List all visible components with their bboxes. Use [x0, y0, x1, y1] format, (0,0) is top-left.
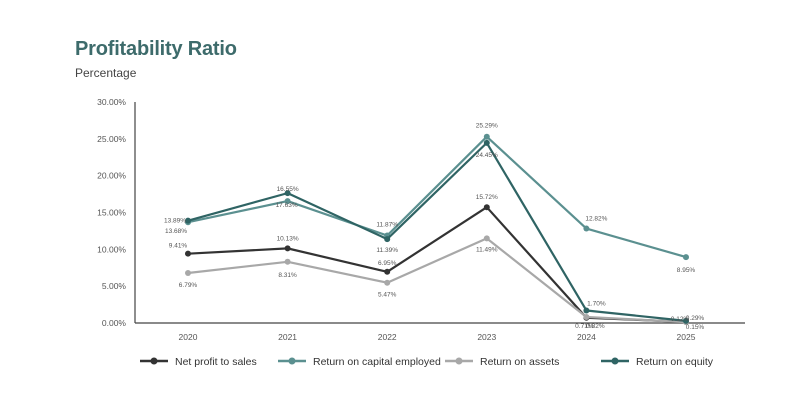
y-tick-label: 5.00% — [102, 281, 127, 291]
x-tick-label: 2020 — [179, 332, 198, 342]
data-point — [384, 279, 391, 286]
data-point — [384, 268, 391, 275]
data-label: 1.70% — [587, 300, 606, 307]
data-point — [284, 190, 291, 197]
data-label: 16.55% — [277, 186, 299, 193]
data-label: 12.82% — [585, 216, 607, 223]
legend-label: Return on equity — [636, 356, 714, 368]
data-point — [483, 133, 490, 140]
legend-label: Net profit to sales — [175, 356, 257, 368]
data-label: 0.29% — [686, 315, 705, 322]
data-label: 8.31% — [278, 272, 297, 279]
legend-marker — [611, 357, 619, 365]
series-line-3 — [187, 141, 687, 322]
y-tick-label: 10.00% — [97, 244, 126, 254]
data-point — [583, 313, 590, 320]
data-label: 13.89% — [164, 218, 186, 225]
y-tick-label: 15.00% — [97, 208, 126, 218]
legend-marker — [150, 357, 158, 365]
x-tick-label: 2024 — [577, 332, 596, 342]
y-tick-label: 20.00% — [97, 171, 126, 181]
data-point — [185, 250, 191, 257]
data-label: 11.39% — [376, 247, 398, 254]
data-label: 13.68% — [165, 228, 187, 235]
data-label: 8.95% — [677, 267, 696, 274]
legend-label: Return on assets — [480, 356, 559, 368]
data-point — [583, 225, 590, 232]
data-label: 6.79% — [179, 282, 198, 289]
data-label: 10.13% — [277, 235, 299, 242]
series-line-1 — [187, 135, 687, 259]
data-point — [284, 198, 291, 205]
x-tick-label: 2022 — [378, 332, 397, 342]
data-label: 15.72% — [476, 194, 498, 201]
data-label: 24.45% — [476, 152, 498, 159]
y-tick-label: 0.00% — [102, 318, 127, 328]
data-label: 0.71% — [575, 323, 594, 330]
data-point — [483, 235, 490, 242]
x-tick-label: 2021 — [278, 332, 297, 342]
x-tick-label: 2023 — [477, 332, 496, 342]
data-point — [384, 236, 391, 243]
data-point — [483, 139, 490, 146]
chart-title: Profitability Ratio — [75, 38, 237, 60]
data-label: 9.41% — [169, 243, 188, 250]
y-tick-label: 25.00% — [97, 134, 126, 144]
data-point — [185, 269, 191, 276]
data-label: 25.29% — [476, 123, 498, 130]
series-line-2 — [187, 237, 687, 324]
x-tick-label: 2025 — [677, 332, 696, 342]
data-label: 17.63% — [276, 202, 298, 209]
legend-marker — [455, 357, 463, 365]
data-point — [284, 245, 291, 252]
y-tick-label: 30.00% — [97, 97, 126, 107]
data-label: 11.49% — [476, 246, 498, 253]
legend-label: Return on capital employed — [313, 356, 441, 368]
data-point — [683, 254, 689, 261]
data-label: 5.47% — [378, 292, 397, 299]
data-point — [583, 307, 590, 314]
data-label: 0.12% — [671, 316, 690, 323]
data-label: 0.15% — [686, 324, 705, 331]
data-point — [185, 217, 191, 224]
data-label: 11.87% — [376, 222, 398, 229]
data-label: 6.95% — [378, 260, 397, 267]
data-label: 0.82% — [586, 323, 605, 330]
data-point — [284, 258, 291, 265]
data-point — [483, 204, 490, 211]
chart-subtitle: Percentage — [75, 66, 137, 80]
legend-marker — [288, 357, 296, 365]
data-point — [683, 317, 689, 324]
